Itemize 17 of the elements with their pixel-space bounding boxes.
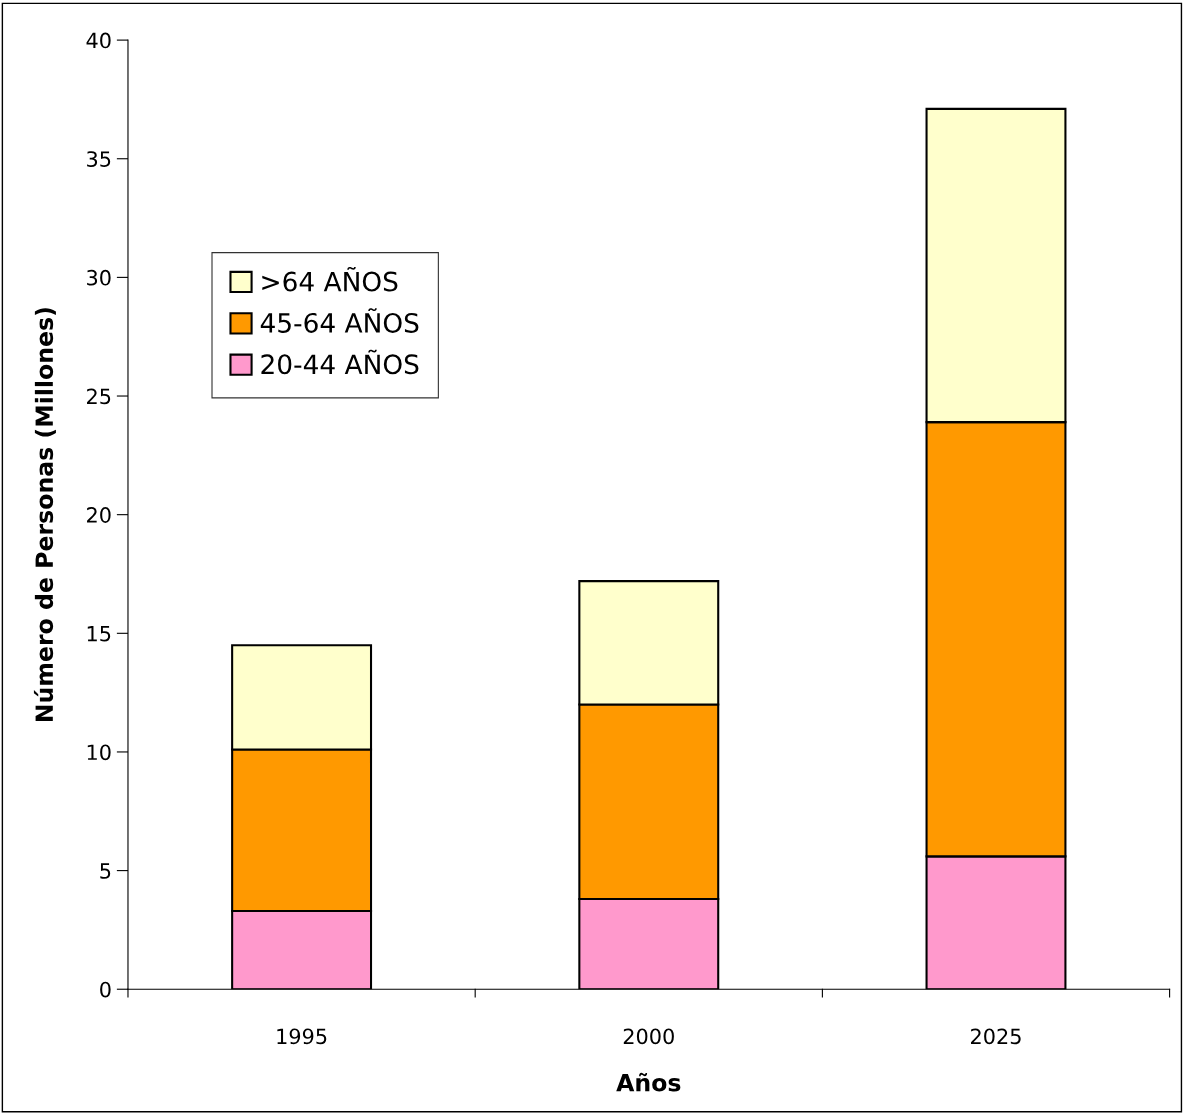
x-tick-label: 2025	[971, 1028, 1021, 1045]
y-tick-label: 30	[87, 269, 111, 286]
y-tick-label: 15	[87, 626, 111, 642]
x-tick-label: 1995	[277, 1028, 327, 1045]
y-axis-title: Número de Personas (Millones)	[33, 308, 56, 722]
legend-label: 20-44 AÑOS	[261, 349, 419, 375]
legend-label: >64 AÑOS	[262, 266, 398, 292]
y-tick-label: 0	[100, 981, 111, 998]
y-tick-label: 5	[100, 863, 111, 879]
y-tick-label: 25	[87, 388, 111, 405]
y-tick-label: 40	[86, 32, 111, 49]
y-tick-label: 20	[87, 507, 111, 523]
x-tick-label: 2000	[623, 1028, 674, 1045]
y-tick-label: 10	[87, 744, 111, 761]
x-axis-title: Años	[616, 1072, 681, 1092]
legend-label: 45-64 AÑOS	[260, 308, 419, 333]
y-tick-label: 35	[87, 151, 111, 167]
